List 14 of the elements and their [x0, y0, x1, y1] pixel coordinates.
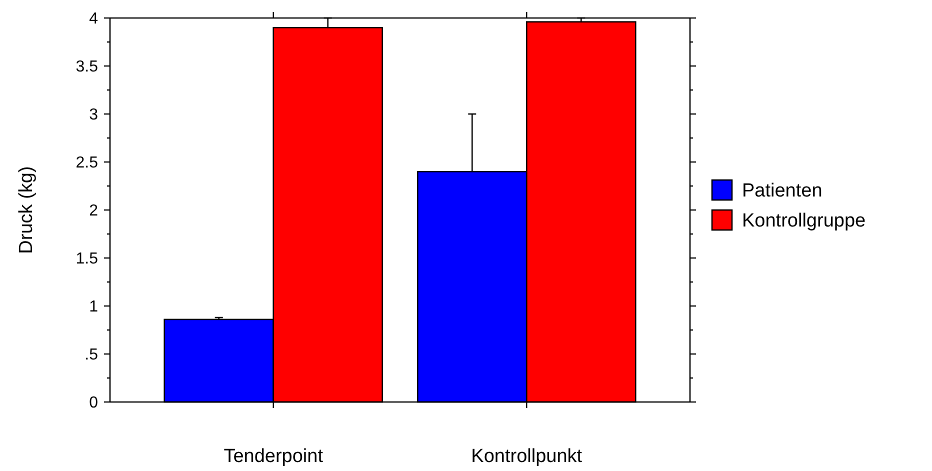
y-tick-label: 3.5 [76, 58, 98, 76]
legend-label: Kontrollgruppe [742, 210, 866, 232]
y-tick-label: 1 [89, 298, 98, 316]
legend-label: Patienten [742, 180, 822, 202]
y-axis-title: Druck (kg) [16, 166, 37, 254]
y-tick-label: 3 [89, 106, 98, 124]
x-tick-label: Kontrollpunkt [471, 446, 583, 467]
y-tick-label: 2.5 [76, 154, 98, 172]
y-tick-label: 1.5 [76, 250, 98, 268]
y-tick-label: 0 [89, 394, 98, 412]
x-tick-label: Tenderpoint [224, 446, 324, 467]
y-tick-label: 2 [89, 202, 98, 220]
y-tick-label: .5 [84, 346, 98, 364]
y-tick-label: 4 [89, 10, 98, 28]
